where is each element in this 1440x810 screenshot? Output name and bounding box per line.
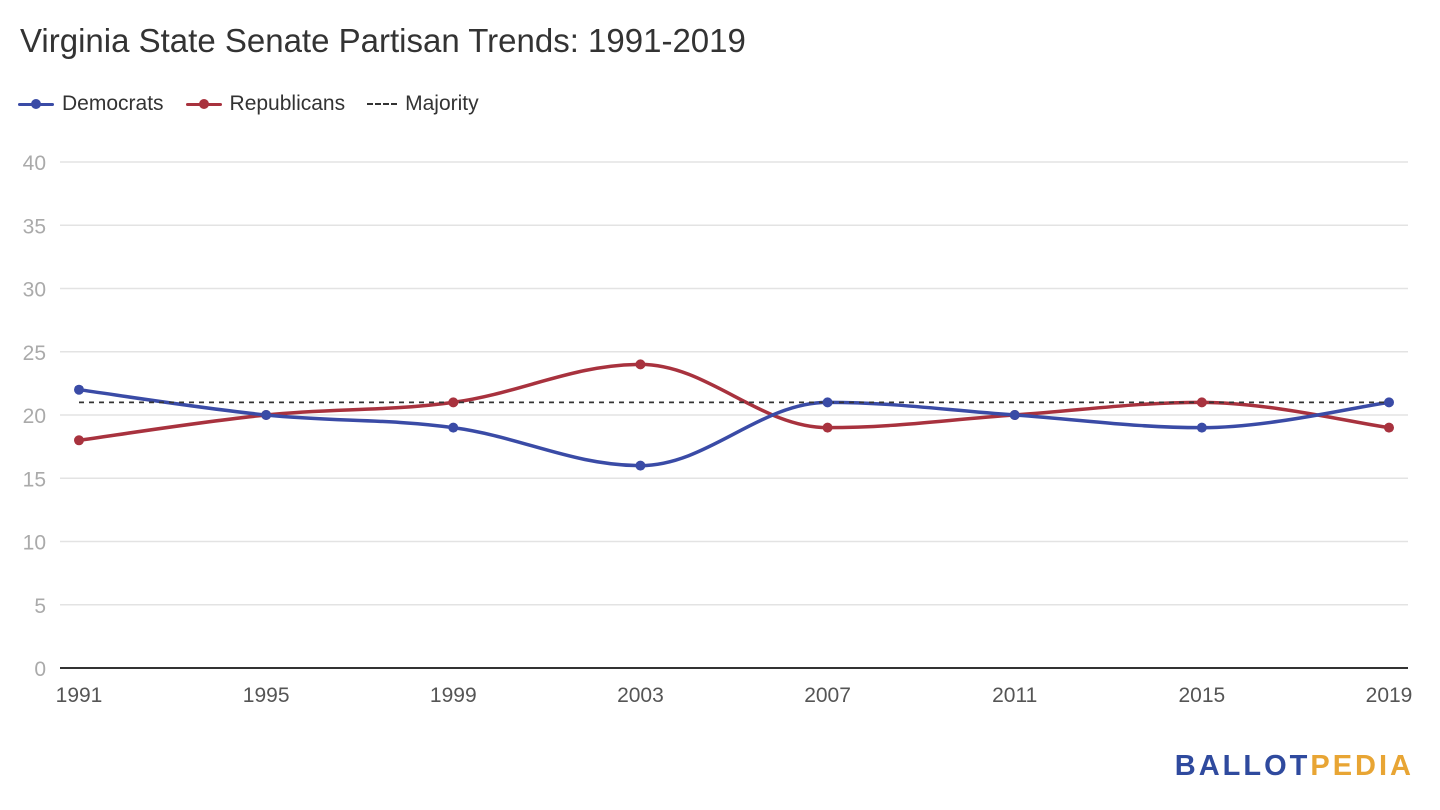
x-tick-label-2019: 2019 bbox=[1366, 684, 1413, 707]
data-point-republicans-1999 bbox=[448, 397, 459, 408]
series-line-republicans bbox=[78, 362, 1390, 443]
legend-swatch-republicans bbox=[185, 96, 222, 112]
y-tick-label-40: 40 bbox=[23, 152, 46, 175]
data-point-democrats-2011 bbox=[1009, 410, 1020, 420]
y-tick-label-35: 35 bbox=[23, 215, 46, 238]
series-line-democrats bbox=[78, 387, 1390, 468]
data-point-republicans-1991 bbox=[74, 435, 84, 446]
data-point-democrats-2003 bbox=[635, 460, 646, 471]
y-tick-label-10: 10 bbox=[23, 532, 46, 555]
chart-legend: Democrats Republicans Majority bbox=[18, 90, 501, 118]
legend-swatch-democrats bbox=[18, 96, 54, 112]
data-point-democrats-2019 bbox=[1384, 397, 1394, 408]
data-point-democrats-1991 bbox=[74, 384, 84, 395]
legend-swatch-majority bbox=[367, 96, 398, 112]
x-tick-label-1991: 1991 bbox=[56, 684, 103, 707]
logo-text-ballot: BALLOT bbox=[1174, 750, 1311, 782]
y-tick-label-20: 20 bbox=[23, 405, 46, 428]
logo-text-pedia: PEDIA bbox=[1310, 750, 1414, 782]
legend-item-majority: Majority bbox=[367, 92, 479, 116]
data-point-democrats-2007 bbox=[822, 397, 833, 408]
data-point-democrats-1999 bbox=[448, 422, 459, 433]
y-tick-label-5: 5 bbox=[34, 595, 46, 618]
legend-label-democrats: Democrats bbox=[62, 92, 164, 115]
data-point-republicans-2015 bbox=[1196, 397, 1207, 408]
data-point-democrats-1995 bbox=[261, 410, 272, 420]
ballotpedia-logo: BALLOTPEDIA bbox=[1175, 750, 1414, 783]
y-tick-label-25: 25 bbox=[23, 342, 46, 365]
legend-label-republicans: Republicans bbox=[229, 92, 346, 115]
x-tick-label-2003: 2003 bbox=[617, 684, 664, 707]
x-tick-label-1999: 1999 bbox=[430, 684, 477, 707]
data-point-republicans-2003 bbox=[635, 359, 646, 370]
legend-item-republicans: Republicans bbox=[185, 92, 346, 116]
chart-title: Virginia State Senate Partisan Trends: 1… bbox=[20, 22, 746, 59]
legend-item-democrats: Democrats bbox=[18, 92, 164, 116]
y-tick-label-0: 0 bbox=[34, 658, 46, 681]
legend-label-majority: Majority bbox=[405, 92, 479, 115]
data-point-republicans-2019 bbox=[1384, 422, 1394, 433]
x-tick-label-2007: 2007 bbox=[804, 684, 851, 707]
x-tick-label-1995: 1995 bbox=[243, 684, 290, 707]
y-tick-label-30: 30 bbox=[23, 279, 46, 302]
y-tick-label-15: 15 bbox=[23, 468, 46, 491]
data-point-republicans-2007 bbox=[822, 422, 833, 433]
x-tick-label-2011: 2011 bbox=[992, 684, 1037, 707]
x-tick-label-2015: 2015 bbox=[1178, 684, 1225, 707]
data-point-democrats-2015 bbox=[1196, 422, 1207, 433]
